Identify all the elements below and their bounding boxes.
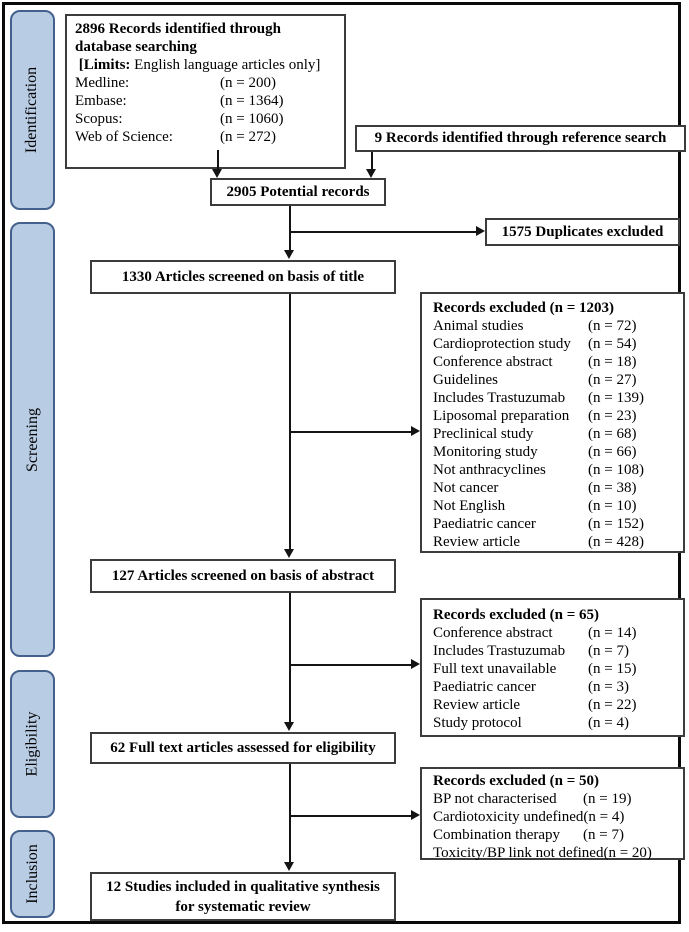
excluded-row: Paediatric cancer (n = 3) <box>433 679 629 695</box>
stage-eligibility: Eligibility <box>10 670 55 818</box>
excluded-row: Full text unavailable (n = 15) <box>433 661 637 677</box>
included-box: 12 Studies included in qualitative synth… <box>90 872 396 921</box>
connector-refsearch-to-potential <box>371 152 373 170</box>
stage-identification-label: Identification <box>23 66 41 154</box>
stage-screening-label: Screening <box>23 407 41 472</box>
excluded-row: Monitoring study (n = 66) <box>433 444 637 460</box>
excluded-fulltext-heading: Records excluded (n = 50) <box>433 773 600 789</box>
excluded-row: Review article (n = 428) <box>433 534 644 550</box>
arrowhead-down-icon <box>284 250 294 259</box>
excluded-row: Not English (n = 10) <box>433 498 637 514</box>
connector-to-excluded-title <box>290 431 412 433</box>
connector-dbsearch-to-potential <box>217 150 219 170</box>
database-search-limits: [Limits: English language articles only] <box>78 57 321 73</box>
connector-potential-to-titlescreen <box>289 206 291 251</box>
connector-abstractscreen-to-fulltext <box>289 593 291 723</box>
excluded-row: Guidelines (n = 27) <box>433 372 637 388</box>
stage-eligibility-label: Eligibility <box>23 711 41 777</box>
potential-records-box: 2905 Potential records <box>210 178 386 206</box>
arrowhead-right-icon <box>411 426 420 436</box>
stage-inclusion-label: Inclusion <box>23 844 41 904</box>
arrowhead-right-icon <box>476 226 485 236</box>
arrowhead-right-icon <box>411 810 420 820</box>
excluded-row: Toxicity/BP link not defined (n = 20) <box>433 845 652 861</box>
arrowhead-right-icon <box>411 659 420 669</box>
excluded-row: Combination therapy (n = 7) <box>433 827 624 843</box>
stage-inclusion: Inclusion <box>10 830 55 918</box>
source-row: Medline: (n = 200) <box>75 75 276 91</box>
connector-fulltext-to-included <box>289 764 291 863</box>
source-row: Web of Science: (n = 272) <box>75 129 276 145</box>
excluded-row: Cardioprotection study (n = 54) <box>433 336 637 352</box>
excluded-row: Not cancer (n = 38) <box>433 480 637 496</box>
excluded-abstract-heading: Records excluded (n = 65) <box>433 607 600 623</box>
excluded-row: Liposomal preparation (n = 23) <box>433 408 637 424</box>
excluded-title-heading: Records excluded (n = 1203) <box>433 300 615 316</box>
connector-titlescreen-to-abstractscreen <box>289 294 291 550</box>
connector-to-excluded-abstract <box>290 664 412 666</box>
arrowhead-down-icon <box>284 549 294 558</box>
excluded-row: Review article (n = 22) <box>433 697 637 713</box>
excluded-row: Paediatric cancer (n = 152) <box>433 516 644 532</box>
excluded-after-title-box: Records excluded (n = 1203) Animal studi… <box>420 292 685 553</box>
database-search-box: 2896 Records identified through database… <box>65 14 346 169</box>
excluded-row: Cardiotoxicity undefined (n = 4) <box>433 809 625 825</box>
excluded-after-full-text-box: Records excluded (n = 50) BP not charact… <box>420 767 685 861</box>
excluded-row: Preclinical study (n = 68) <box>433 426 637 442</box>
excluded-row: Not anthracyclines (n = 108) <box>433 462 644 478</box>
stage-screening: Screening <box>10 222 55 657</box>
excluded-row: Animal studies (n = 72) <box>433 318 637 334</box>
excluded-row: Conference abstract (n = 18) <box>433 354 637 370</box>
database-search-title: 2896 Records identified through database… <box>75 21 281 55</box>
arrowhead-down-icon <box>212 169 222 178</box>
duplicates-excluded-box: 1575 Duplicates excluded <box>485 218 680 246</box>
title-screening-box: 1330 Articles screened on basis of title <box>90 260 396 294</box>
source-row: Scopus: (n = 1060) <box>75 111 284 127</box>
excluded-row: BP not characterised (n = 19) <box>433 791 632 807</box>
source-row: Embase: (n = 1364) <box>75 93 284 109</box>
excluded-row: Includes Trastuzumab (n = 139) <box>433 390 644 406</box>
excluded-after-abstract-box: Records excluded (n = 65) Conference abs… <box>420 598 685 737</box>
arrowhead-down-icon <box>284 862 294 871</box>
connector-to-duplicates <box>290 231 477 233</box>
stage-identification: Identification <box>10 10 55 210</box>
excluded-row: Study protocol (n = 4) <box>433 715 629 731</box>
reference-search-box: 9 Records identified through reference s… <box>355 125 686 152</box>
arrowhead-down-icon <box>284 722 294 731</box>
full-text-assessment-box: 62 Full text articles assessed for eligi… <box>90 732 396 764</box>
abstract-screening-box: 127 Articles screened on basis of abstra… <box>90 559 396 593</box>
arrowhead-down-icon <box>366 169 376 178</box>
excluded-row: Includes Trastuzumab (n = 7) <box>433 643 629 659</box>
connector-to-excluded-fulltext <box>290 815 412 817</box>
excluded-row: Conference abstract (n = 14) <box>433 625 637 641</box>
